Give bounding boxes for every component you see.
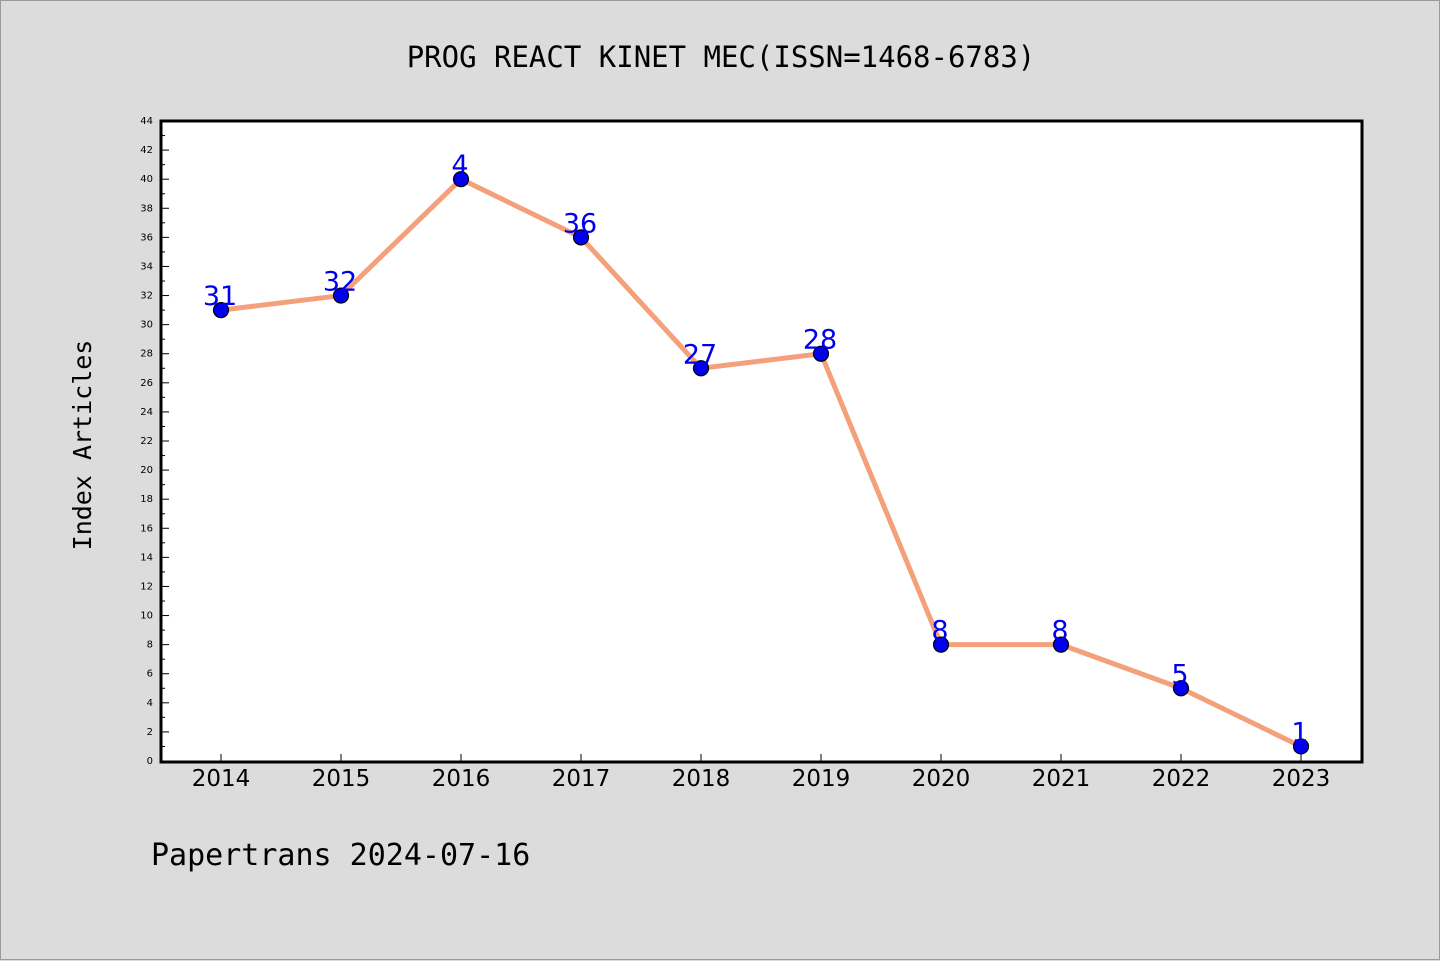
data-label: 4 <box>451 150 468 181</box>
x-axis: 2014 2015 2016 2017 2018 2019 2020 2021 2022 2023 <box>192 754 1331 792</box>
data-labels: 31 32 4 36 27 28 8 8 5 1 <box>203 150 1309 748</box>
data-label: 31 <box>203 281 237 312</box>
data-point <box>332 287 350 304</box>
data-point <box>1292 738 1310 755</box>
series-line <box>218 176 1304 749</box>
x-tick-label: 2018 <box>672 766 731 792</box>
data-point <box>1052 636 1070 653</box>
data-point <box>452 171 470 188</box>
chart-title: PROG REACT KINET MEC(ISSN=1468-6783) <box>407 40 1036 74</box>
data-label: 28 <box>803 325 837 356</box>
y-tick-label: 28 <box>140 349 153 360</box>
y-tick-label: 12 <box>140 581 153 592</box>
x-tick-label: 2015 <box>312 766 371 792</box>
data-label: 8 <box>931 616 948 647</box>
y-tick-label: 36 <box>140 232 153 243</box>
y-tick-label: 38 <box>140 203 153 214</box>
y-axis: 0246810121416182022242628303234363840424… <box>140 116 169 767</box>
y-tick-label: 0 <box>147 756 153 767</box>
x-tick-label: 2022 <box>1152 766 1211 792</box>
y-tick-label: 18 <box>140 494 153 505</box>
data-point <box>1172 680 1190 697</box>
x-tick-label: 2016 <box>432 766 491 792</box>
x-tick-label: 2014 <box>192 766 251 792</box>
y-tick-label: 30 <box>140 320 153 331</box>
data-point <box>812 345 830 362</box>
y-tick-label: 26 <box>140 378 153 389</box>
data-label: 5 <box>1171 659 1188 690</box>
y-tick-label: 24 <box>140 407 153 418</box>
y-tick-label: 14 <box>140 552 153 563</box>
data-label: 1 <box>1291 717 1308 748</box>
y-tick-label: 34 <box>140 261 153 272</box>
footer-credit: Papertrans 2024-07-16 <box>151 838 530 873</box>
x-tick-label: 2019 <box>792 766 851 792</box>
y-tick-label: 6 <box>147 669 153 680</box>
y-tick-label: 20 <box>140 465 153 476</box>
data-point <box>572 229 590 246</box>
x-tick-label: 2017 <box>552 766 611 792</box>
series-line-group <box>218 176 1304 749</box>
x-tick-label: 2020 <box>912 766 971 792</box>
y-tick-label: 16 <box>140 523 153 534</box>
y-tick-label: 32 <box>140 291 153 302</box>
y-tick-label: 40 <box>140 174 153 185</box>
data-label: 27 <box>683 339 717 370</box>
y-axis-label: Index Articles <box>68 340 97 551</box>
y-tick-label: 22 <box>140 436 153 447</box>
y-tick-label: 2 <box>147 727 153 738</box>
y-tick-label: 8 <box>147 640 153 651</box>
data-points <box>212 171 1310 755</box>
x-tick-label: 2023 <box>1272 766 1331 792</box>
y-tick-label: 42 <box>140 145 153 156</box>
data-point <box>212 301 230 319</box>
data-label: 32 <box>323 267 357 298</box>
data-point <box>932 636 950 653</box>
plot-area <box>159 119 1364 764</box>
data-label: 8 <box>1051 616 1068 647</box>
y-tick-label: 4 <box>147 698 153 709</box>
y-tick-label: 44 <box>140 116 153 127</box>
y-tick-label: 10 <box>140 611 153 622</box>
data-point <box>692 360 710 377</box>
x-tick-label: 2021 <box>1032 766 1091 792</box>
data-label: 36 <box>563 208 597 239</box>
